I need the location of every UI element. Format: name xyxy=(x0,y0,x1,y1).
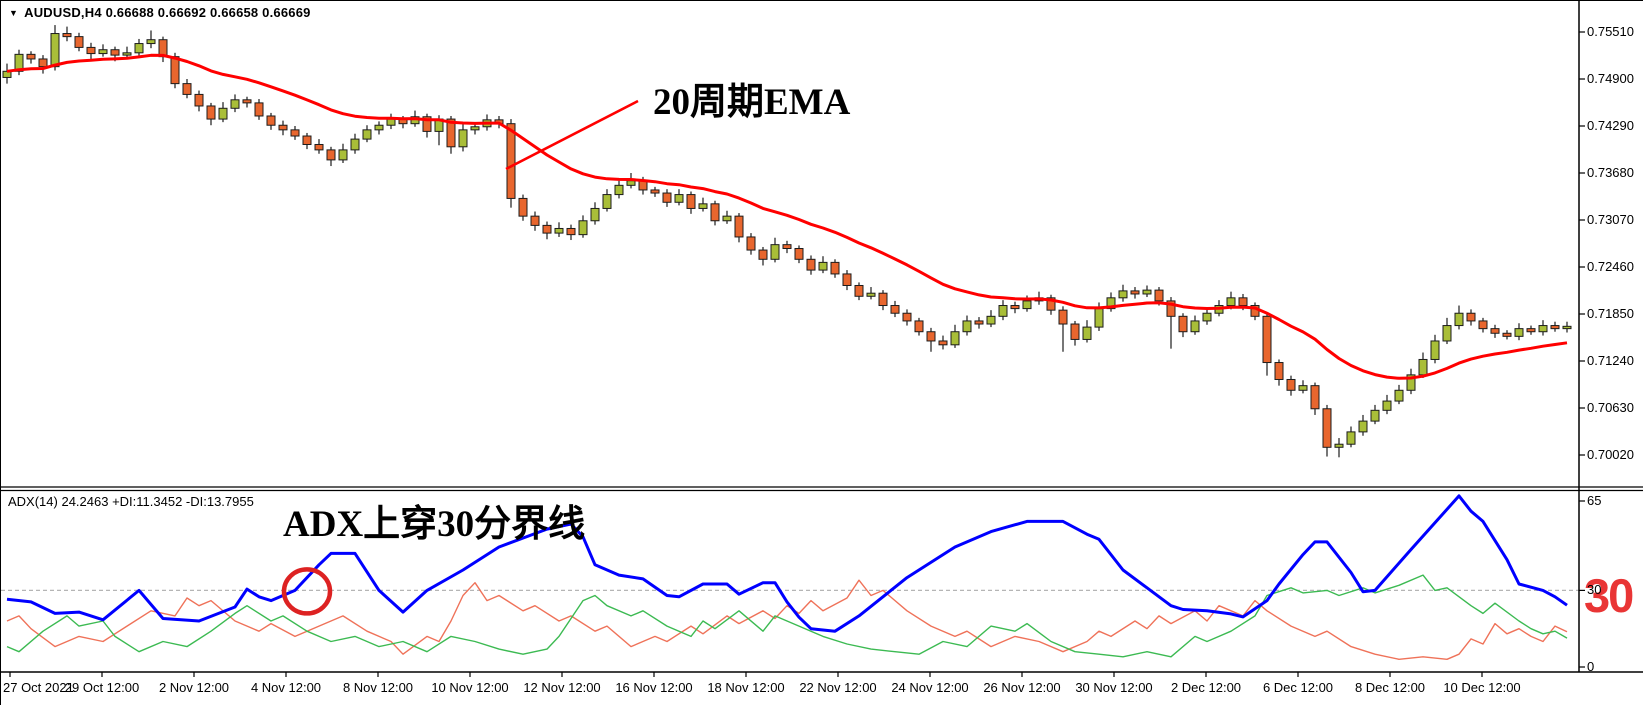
price-axis-label: 0.74900 xyxy=(1587,71,1634,86)
ema-annotation-text: 20周期EMA xyxy=(653,82,851,123)
adx-crossing-circle xyxy=(281,567,333,616)
time-axis-label: 4 Nov 12:00 xyxy=(250,680,322,695)
time-axis-label: 29 Oct 12:00 xyxy=(64,680,140,695)
adx-indicator-label: ADX(14) 24.2463 +DI:11.3452 -DI:13.7955 xyxy=(8,494,254,509)
time-axis-label: 22 Nov 12:00 xyxy=(799,680,877,695)
time-axis-label: 16 Nov 12:00 xyxy=(615,680,693,695)
price-axis-label: 0.71850 xyxy=(1587,306,1634,321)
price-axis-label: 0.73680 xyxy=(1587,165,1634,180)
adx-axis-label: 0 xyxy=(1587,659,1595,674)
price-axis-label: 0.70020 xyxy=(1587,447,1634,462)
minus-di-line xyxy=(6,579,1568,660)
candles-layer xyxy=(2,25,1572,458)
time-axis-label: 8 Nov 12:00 xyxy=(342,680,414,695)
time-axis-label: 24 Nov 12:00 xyxy=(891,680,969,695)
time-axis-label: 2 Nov 12:00 xyxy=(158,680,230,695)
time-axis-label: 8 Dec 12:00 xyxy=(1354,680,1426,695)
ema-annotation-pointer-line xyxy=(505,99,639,171)
adx-indicator-layer xyxy=(1,494,1579,660)
time-axis-label: 10 Nov 12:00 xyxy=(431,680,509,695)
time-axis-label: 26 Nov 12:00 xyxy=(983,680,1061,695)
time-axis-label: 30 Nov 12:00 xyxy=(1075,680,1153,695)
time-axis-label: 2 Dec 12:00 xyxy=(1170,680,1242,695)
ema-line xyxy=(6,53,1568,380)
adx-axis-label: 65 xyxy=(1587,493,1602,508)
price-axis-label: 0.72460 xyxy=(1587,259,1634,274)
time-axis-label: 18 Nov 12:00 xyxy=(707,680,785,695)
axes-frame xyxy=(1,1,1643,677)
plus-di-line xyxy=(6,574,1568,658)
adx-cross-annotation-text: ADX上穿30分界线 xyxy=(283,504,586,545)
price-axis-label: 0.73070 xyxy=(1587,212,1634,227)
price-axis-label: 0.70630 xyxy=(1587,400,1634,415)
time-axis-label: 12 Nov 12:00 xyxy=(523,680,601,695)
adx-main-line xyxy=(6,494,1568,633)
time-axis-label: 6 Dec 12:00 xyxy=(1262,680,1334,695)
adx-axis-label: 30 xyxy=(1587,582,1602,598)
level-30-big-label: 30 xyxy=(1584,569,1634,622)
price-axis-label: 0.75510 xyxy=(1587,24,1634,39)
time-axis-label: 27 Oct 2021 xyxy=(3,680,74,695)
collapse-triangle-icon[interactable]: ▼ xyxy=(9,8,19,18)
quote-text: AUDUSD,H4 0.66688 0.66692 0.66658 0.6666… xyxy=(24,5,311,20)
price-axis-label: 0.71240 xyxy=(1587,353,1634,368)
quote-line: ▼ AUDUSD,H4 0.66688 0.66692 0.66658 0.666… xyxy=(9,5,311,20)
price-axis-label: 0.74290 xyxy=(1587,118,1634,133)
time-axis-label: 10 Dec 12:00 xyxy=(1443,680,1521,695)
